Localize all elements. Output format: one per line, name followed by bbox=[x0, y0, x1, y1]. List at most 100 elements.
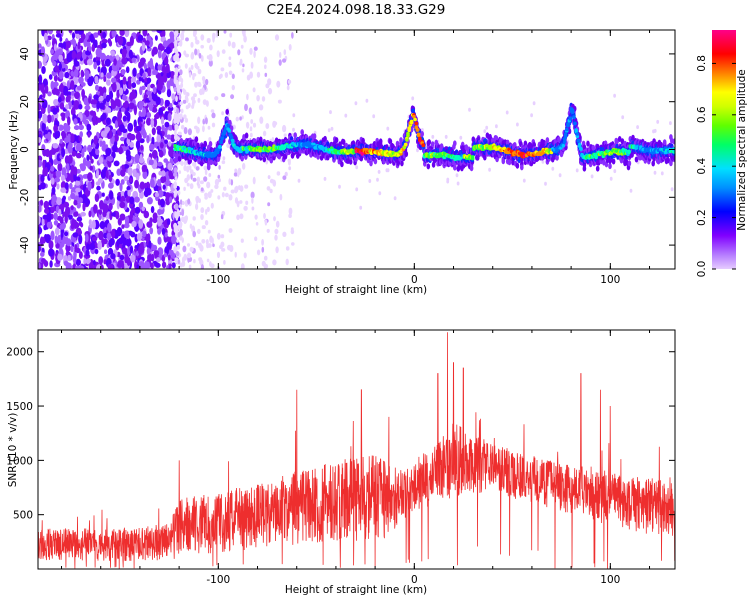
spectrogram-noise-cell bbox=[121, 49, 127, 60]
spectrogram-noise-cell bbox=[101, 140, 106, 147]
spectrogram-noise-cell bbox=[123, 223, 130, 229]
spectrogram-noise-cell bbox=[70, 90, 75, 96]
spectrogram-noise-cell bbox=[250, 61, 254, 69]
spectrogram-noise-cell bbox=[135, 140, 141, 150]
spectrogram-noise-cell bbox=[98, 230, 104, 241]
spectrogram-noise-cell bbox=[117, 110, 123, 121]
spectrogram-noise-cell bbox=[181, 36, 184, 41]
spectrogram-noise-cell bbox=[105, 105, 109, 113]
spectrogram-noise-cell bbox=[231, 41, 236, 49]
spectrogram-noise-cell bbox=[249, 126, 253, 132]
spectrogram-noise-cell bbox=[200, 207, 205, 214]
spectrogram-noise-cell bbox=[83, 145, 87, 153]
spectrogram-noise-cell bbox=[181, 201, 185, 205]
spectrogram-noise-cell bbox=[167, 162, 173, 171]
spectrogram-noise-cell bbox=[327, 128, 331, 133]
spectrogram-noise-cell bbox=[155, 96, 161, 106]
spectrogram-noise-cell bbox=[98, 96, 104, 102]
spectrogram-noise-cell bbox=[206, 181, 211, 189]
spectrogram-noise-cell bbox=[46, 212, 52, 223]
spectrogram-noise-cell bbox=[81, 148, 85, 158]
spectrogram-noise-cell bbox=[40, 46, 46, 56]
spectrogram-noise-cell bbox=[71, 218, 76, 227]
spectrogram-noise-cell bbox=[150, 253, 155, 262]
spectrogram-noise-cell bbox=[105, 196, 109, 201]
spectrogram-noise-cell bbox=[241, 115, 244, 120]
spectrogram-noise-cell bbox=[84, 105, 91, 111]
spectrogram-noise-cell bbox=[156, 134, 161, 143]
spectrogram-noise-cell bbox=[83, 38, 88, 48]
spectrogram-noise-cell bbox=[38, 215, 41, 225]
spectrogram-noise-cell bbox=[431, 134, 435, 139]
spectrogram-noise-cell bbox=[122, 94, 128, 101]
spectrogram-noise-cell bbox=[76, 85, 83, 91]
spectrogram-noise-cell bbox=[173, 113, 177, 120]
spectrogram-noise-cell bbox=[121, 164, 125, 170]
spectrogram-noise-cell bbox=[59, 36, 63, 42]
spectrogram-noise-cell bbox=[251, 206, 255, 211]
spectrogram-noise-cell bbox=[151, 30, 157, 33]
spectrogram-noise-cell bbox=[47, 91, 52, 97]
spectrogram-noise-cell bbox=[139, 86, 143, 96]
spectrogram-noise-cell bbox=[85, 160, 90, 167]
spectrogram-noise-cell bbox=[89, 33, 94, 43]
spectrogram-noise-cell bbox=[251, 197, 254, 204]
spectrogram-band-cell bbox=[203, 140, 207, 147]
spectrogram-noise-cell bbox=[152, 86, 157, 94]
spectrogram-noise-cell bbox=[77, 227, 82, 236]
spectrogram-noise-cell bbox=[239, 58, 243, 65]
spectrogram-noise-cell bbox=[221, 192, 225, 198]
spectrogram-noise-cell bbox=[221, 160, 226, 165]
spectrogram-noise-cell bbox=[376, 177, 379, 182]
spectrogram-noise-cell bbox=[103, 259, 107, 265]
spectrogram-noise-cell bbox=[261, 96, 266, 102]
spectrogram-noise-cell bbox=[104, 249, 108, 255]
spectrogram-noise-cell bbox=[372, 114, 376, 119]
spectrogram-noise-cell bbox=[212, 35, 215, 43]
spectrogram-noise-cell bbox=[261, 238, 264, 246]
spectrogram-noise-cell bbox=[541, 159, 545, 164]
spectrogram-noise-cell bbox=[171, 251, 176, 260]
spectrogram-noise-cell bbox=[88, 46, 92, 52]
spectrogram-noise-cell bbox=[92, 259, 96, 266]
spectrogram-noise-cell bbox=[128, 49, 133, 59]
spectrogram-noise-cell bbox=[55, 88, 60, 96]
spectrogram-noise-cell bbox=[495, 124, 498, 129]
spectrogram-noise-cell bbox=[177, 131, 182, 136]
spectrogram-noise-cell bbox=[143, 62, 147, 70]
spectrogram-noise-cell bbox=[207, 229, 211, 234]
spectrogram-noise-cell bbox=[292, 127, 295, 132]
spectrogram-noise-cell bbox=[237, 169, 240, 178]
spectrogram-noise-cell bbox=[220, 214, 224, 220]
spectrogram-noise-cell bbox=[94, 248, 99, 255]
spectrogram-noise-cell bbox=[178, 204, 183, 209]
spectrogram-noise-cell bbox=[217, 195, 221, 200]
spectrogram-noise-cell bbox=[141, 206, 145, 212]
spectrogram-noise-cell bbox=[51, 186, 56, 195]
spectrogram-noise-cell bbox=[99, 203, 104, 210]
spectrogram-noise-cell bbox=[69, 182, 73, 190]
spectrogram-noise-cell bbox=[669, 121, 672, 126]
spectrogram-band-cell bbox=[312, 133, 317, 140]
spectrogram-noise-cell bbox=[107, 263, 114, 269]
spectrogram-noise-cell bbox=[41, 122, 46, 132]
spectrogram-noise-cell bbox=[116, 195, 121, 201]
spectrogram-noise-cell bbox=[67, 116, 71, 126]
spectrogram-noise-cell bbox=[282, 231, 287, 237]
spectrogram-noise-cell bbox=[161, 261, 167, 269]
spectrogram-noise-cell bbox=[187, 128, 192, 136]
spectrogram-noise-cell bbox=[265, 123, 270, 129]
spectrogram-noise-cell bbox=[66, 52, 72, 63]
spectrogram-noise-cell bbox=[209, 261, 212, 267]
spectrogram-noise-cell bbox=[53, 212, 58, 221]
spectrogram-noise-cell bbox=[93, 204, 98, 214]
spectrogram-noise-cell bbox=[152, 244, 158, 252]
spectrogram-noise-cell bbox=[249, 71, 254, 79]
spectrogram-noise-cell bbox=[127, 167, 133, 176]
spectrogram-noise-cell bbox=[330, 126, 334, 131]
spectrogram-band-cell bbox=[453, 164, 457, 171]
spectrogram-noise-cell bbox=[263, 56, 268, 63]
spectrogram-noise-cell bbox=[174, 41, 178, 49]
spectrogram-noise-cell bbox=[78, 37, 84, 44]
spectrogram-noise-cell bbox=[106, 232, 112, 241]
